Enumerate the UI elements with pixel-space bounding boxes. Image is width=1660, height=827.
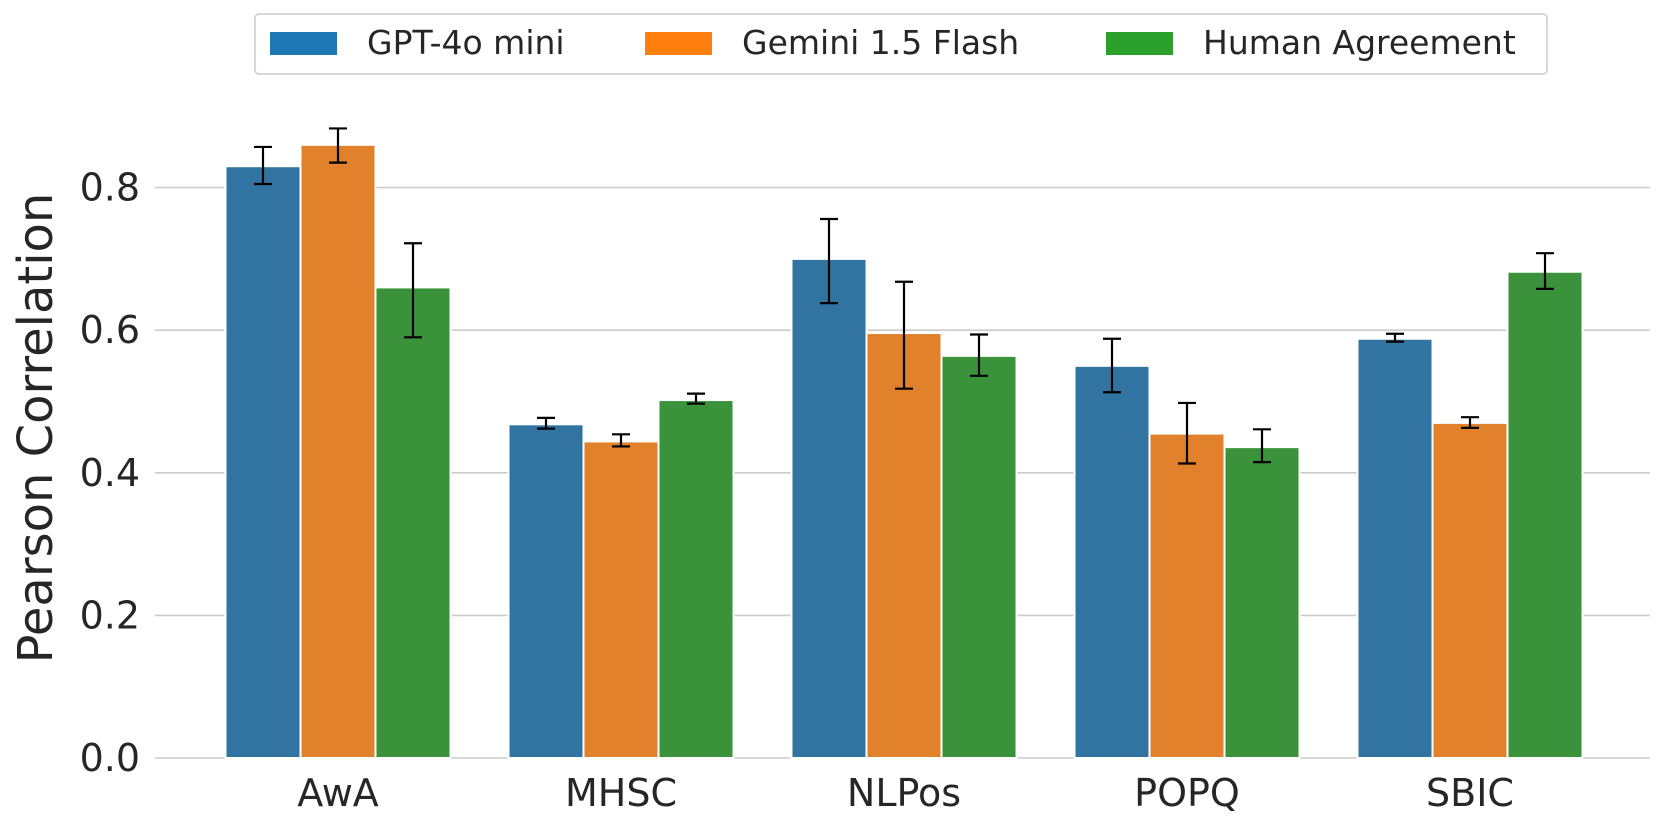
legend: GPT-4o mini Gemini 1.5 Flash Human Agreeme…	[254, 13, 1548, 75]
error-bars	[254, 127, 1554, 465]
legend-label: GPT-4o mini	[367, 23, 565, 62]
y-tick-label: 0.0	[80, 736, 140, 780]
legend-swatch	[645, 32, 712, 55]
error-bar	[329, 127, 347, 164]
bar-human-agreement-sbic	[1506, 270, 1584, 759]
bar-gemini-1-5-flash-mhsc	[582, 440, 660, 759]
bar-gpt-4o-mini-sbic	[1356, 337, 1434, 759]
error-bar	[895, 280, 913, 390]
error-bar	[1461, 416, 1479, 429]
bar-gpt-4o-mini-popq	[1073, 364, 1151, 759]
legend-swatch	[1106, 32, 1173, 55]
bar-gemini-1-5-flash-sbic	[1431, 421, 1509, 759]
legend-label: Gemini 1.5 Flash	[742, 23, 1019, 62]
axes: 0.0 0.2 0.4 0.6 0.8 AwA MHSC NLPos POPQ SBIC	[80, 166, 1514, 815]
bar-human-agreement-awa	[374, 286, 452, 759]
y-tick-label: 0.2	[80, 593, 140, 637]
bar-human-agreement-nlpos	[940, 354, 1018, 759]
bar-gemini-1-5-flash-popq	[1148, 432, 1226, 759]
x-tick-label: NLPos	[847, 771, 961, 815]
error-bar	[687, 392, 705, 405]
bars	[224, 143, 1584, 759]
bar-gpt-4o-mini-mhsc	[507, 423, 585, 759]
error-bar	[537, 416, 555, 430]
error-bar	[1386, 332, 1404, 343]
error-bar	[404, 242, 422, 339]
legend-swatch	[270, 32, 337, 55]
error-bar	[254, 145, 272, 186]
error-bar	[1253, 428, 1271, 464]
y-axis-label: Pearson Correlation	[8, 193, 64, 664]
legend-label: Human Agreement	[1203, 23, 1516, 62]
x-tick-label: MHSC	[565, 771, 677, 815]
y-tick-label: 0.4	[80, 451, 140, 495]
legend-frame	[254, 13, 1548, 75]
error-bar	[1103, 337, 1121, 394]
error-bar	[1178, 401, 1196, 465]
bar-human-agreement-mhsc	[657, 399, 735, 759]
bar-gpt-4o-mini-awa	[224, 165, 302, 759]
x-tick-label: POPQ	[1134, 771, 1240, 815]
error-bar	[1536, 252, 1554, 290]
bar-gpt-4o-mini-nlpos	[790, 257, 868, 759]
y-tick-label: 0.8	[80, 166, 140, 210]
x-tick-label: SBIC	[1426, 771, 1514, 815]
bar-gemini-1-5-flash-nlpos	[865, 332, 943, 759]
bar-human-agreement-popq	[1223, 446, 1301, 759]
x-tick-label: AwA	[297, 771, 379, 815]
error-bar	[612, 433, 630, 448]
error-bar	[820, 217, 838, 305]
y-tick-label: 0.6	[80, 308, 140, 352]
error-bar	[970, 333, 988, 377]
bar-gemini-1-5-flash-awa	[299, 143, 377, 759]
